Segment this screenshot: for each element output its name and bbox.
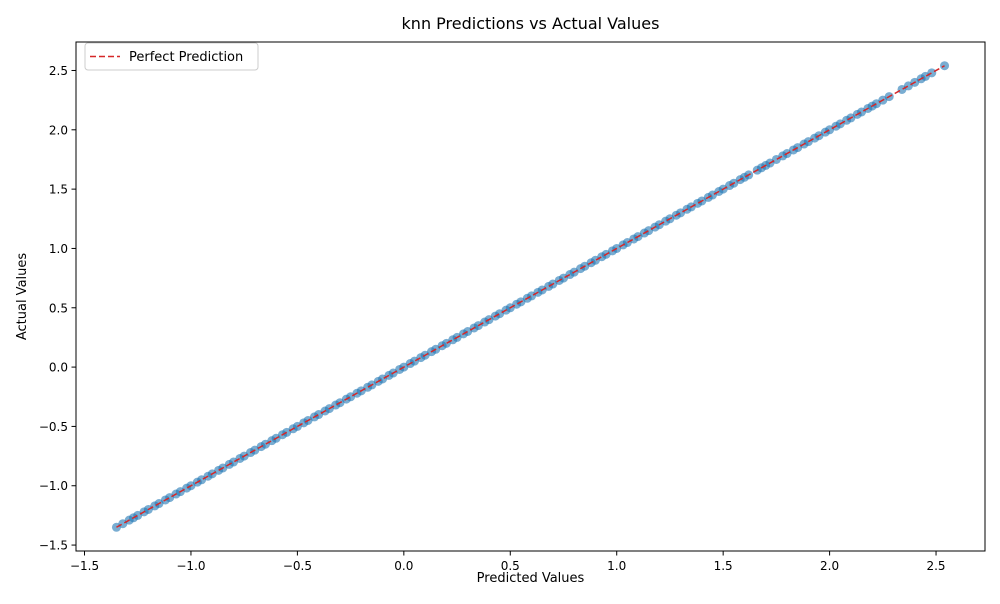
y-tick-label: 1.0 xyxy=(49,242,68,256)
x-tick-label: 0.0 xyxy=(394,559,413,573)
y-tick-label: −0.5 xyxy=(39,420,68,434)
y-axis: −1.5 −1.0 −0.5 0.0 0.5 1.0 1.5 2.0 2.5 xyxy=(39,64,76,553)
x-tick-label: 1.0 xyxy=(607,559,626,573)
y-tick-label: 1.5 xyxy=(49,183,68,197)
x-tick-label: −0.5 xyxy=(283,559,312,573)
reference-line-layer xyxy=(116,65,945,528)
x-tick-label: 1.5 xyxy=(714,559,733,573)
x-tick-label: −1.0 xyxy=(176,559,205,573)
y-tick-label: 0.0 xyxy=(49,361,68,375)
y-tick-label: −1.0 xyxy=(39,479,68,493)
legend-label: Perfect Prediction xyxy=(129,50,243,65)
legend: Perfect Prediction xyxy=(84,42,259,71)
perfect-prediction-line xyxy=(116,65,945,528)
plot-frame xyxy=(75,41,986,552)
y-tick-label: 2.0 xyxy=(49,123,68,137)
x-tick-label: 0.5 xyxy=(501,559,520,573)
y-tick-label: 2.5 xyxy=(49,64,68,78)
x-tick-label: 2.0 xyxy=(820,559,839,573)
data-point xyxy=(927,68,937,78)
x-tick-label: 2.5 xyxy=(926,559,945,573)
data-point xyxy=(940,61,950,71)
legend-box xyxy=(84,42,259,71)
chart-title: knn Predictions vs Actual Values xyxy=(402,14,660,33)
scatter-points xyxy=(111,61,950,532)
x-axis: −1.5 −1.0 −0.5 0.0 0.5 1.0 1.5 2.0 2.5 xyxy=(70,551,946,573)
y-tick-label: 0.5 xyxy=(49,301,68,315)
y-tick-label: −1.5 xyxy=(39,539,68,553)
x-tick-label: −1.5 xyxy=(70,559,99,573)
x-axis-label: Predicted Values xyxy=(477,571,585,586)
y-axis-label: Actual Values xyxy=(15,253,30,341)
